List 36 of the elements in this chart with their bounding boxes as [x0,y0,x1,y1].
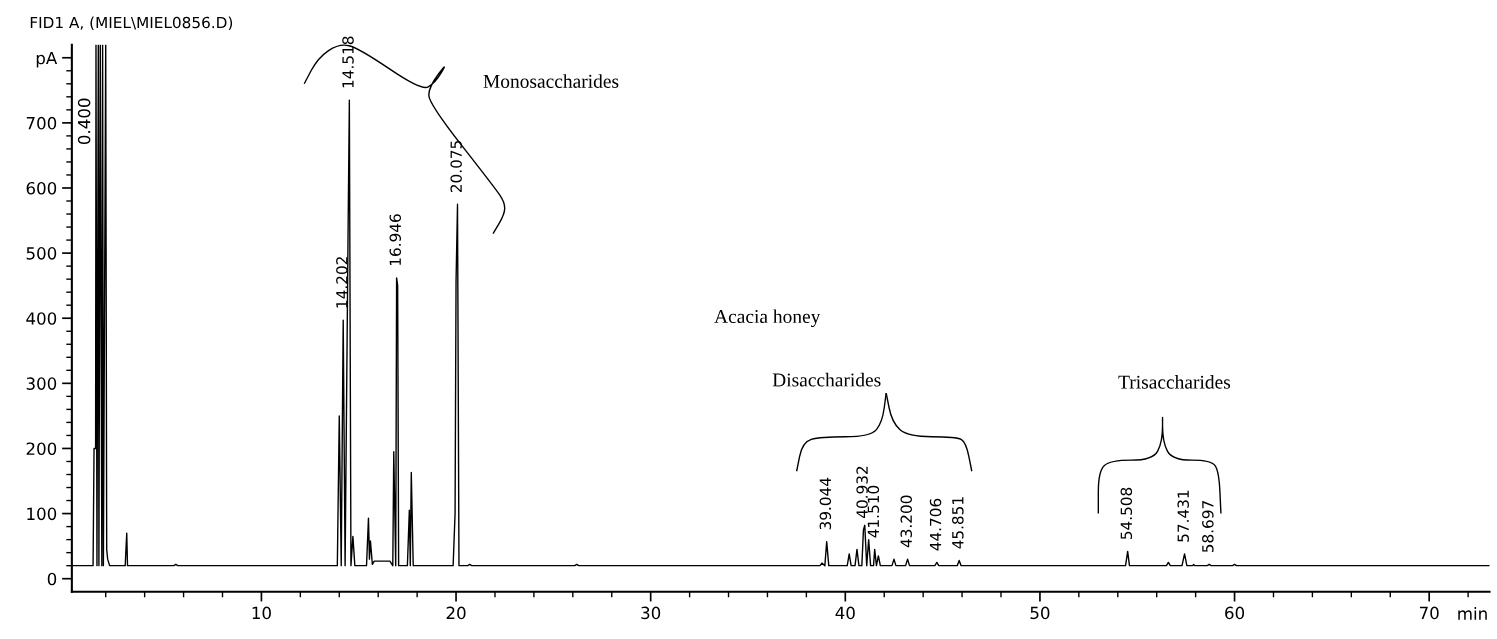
annotation: 44.706 [929,498,942,551]
x-tick-label: 10 [252,606,271,620]
x-tick-label: 50 [1030,606,1050,620]
x-axis-title: min [1458,607,1487,620]
annotation: 43.200 [900,495,913,548]
annotation: 14.518 [342,36,354,88]
annotation: 0.400 [77,98,91,145]
y-tick-label: 400 [26,312,57,325]
annotation: 16.946 [389,214,402,266]
x-tick-label: 20 [446,606,466,620]
annotation: 54.508 [1120,487,1133,540]
y-tick-label: 300 [26,377,57,390]
x-tick-label: 40 [835,606,855,620]
y-tick-label: 600 [26,181,57,195]
annotation: 14.202 [336,257,348,308]
annotation: 45.851 [952,497,964,549]
y-tick-label: 700 [26,116,57,130]
chart-title: FID1 A, (MIEL\MIEL0856.D) [30,16,233,31]
x-tick-label: 70 [1419,606,1439,620]
y-tick-label: pA [36,51,58,68]
annotation: Acacia honey [714,309,821,328]
annotation: Disaccharides [772,372,881,387]
x-tick-label: 30 [641,606,661,620]
annotation: Trisaccharides [1118,375,1231,389]
y-tick-label: 0 [47,572,57,586]
annotation: 41.510 [867,485,880,538]
y-tick-label: 500 [26,247,57,260]
annotation: 58.697 [1202,501,1214,553]
x-tick-label: 60 [1225,606,1245,620]
y-tick-label: 200 [26,442,57,456]
annotation: Monosaccharides [483,74,619,88]
annotation: 20.075 [450,141,462,193]
annotation: 40.932 [856,466,868,518]
y-tick-label: 100 [27,507,57,521]
annotation: 39.044 [819,477,832,530]
annotation: 57.431 [1177,490,1189,542]
